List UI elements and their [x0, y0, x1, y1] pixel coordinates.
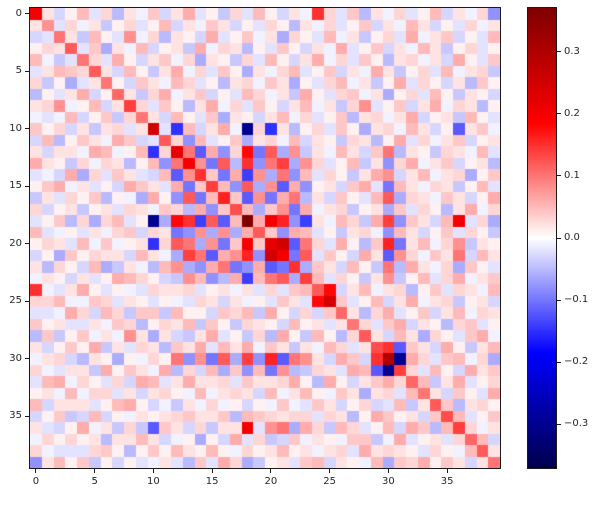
y-tick-mark [25, 185, 29, 187]
x-tick-mark [152, 469, 154, 473]
x-tick-mark [35, 469, 37, 473]
x-tick-label: 5 [91, 476, 98, 487]
y-tick-label: 35 [9, 410, 22, 422]
x-tick-label: 35 [440, 476, 454, 487]
colorbar-tick-mark [557, 361, 561, 363]
colorbar-tick-mark [557, 175, 561, 177]
colorbar-tick-label: −0.3 [564, 418, 589, 430]
x-tick-mark [446, 469, 448, 473]
colorbar [527, 7, 557, 469]
colorbar-tick-label: 0.1 [564, 169, 580, 181]
y-tick-mark [25, 243, 29, 245]
colorbar-tick-label: −0.1 [564, 294, 589, 306]
heatmap-plot [29, 7, 501, 469]
y-tick-label: 5 [15, 65, 22, 77]
x-tick-label: 10 [147, 476, 160, 487]
x-tick-mark [329, 469, 331, 473]
x-tick-label: 0 [32, 476, 40, 487]
y-tick-mark [25, 13, 29, 15]
colorbar-tick-label: 0.0 [564, 232, 580, 243]
y-tick-mark [25, 415, 29, 417]
y-tick-mark [25, 358, 29, 360]
y-tick-label: 0 [15, 7, 22, 19]
x-tick-mark [94, 469, 96, 473]
y-tick-label: 10 [9, 122, 22, 134]
x-tick-mark [387, 469, 389, 473]
x-tick-label: 25 [323, 476, 336, 487]
colorbar-canvas [528, 8, 556, 468]
colorbar-tick-mark [557, 113, 561, 115]
x-tick-mark [211, 469, 213, 473]
y-tick-mark [25, 300, 29, 302]
heatmap-canvas [30, 8, 500, 468]
colorbar-tick-mark [557, 299, 561, 301]
x-tick-label: 15 [205, 476, 219, 487]
y-tick-label: 15 [9, 180, 22, 192]
y-tick-label: 30 [9, 352, 22, 364]
y-tick-label: 25 [9, 295, 22, 307]
x-tick-label: 30 [382, 476, 395, 487]
colorbar-tick-mark [557, 237, 561, 239]
x-tick-label: 20 [264, 476, 278, 487]
colorbar-tick-label: 0.2 [564, 107, 580, 119]
colorbar-tick-mark [557, 51, 561, 52]
y-tick-mark [25, 128, 29, 130]
colorbar-tick-label: −0.2 [564, 356, 589, 368]
y-tick-mark [25, 70, 29, 72]
colorbar-tick-mark [557, 423, 561, 425]
y-tick-label: 20 [9, 237, 22, 249]
x-tick-mark [270, 469, 272, 473]
colorbar-tick-label: 0.3 [564, 45, 580, 57]
